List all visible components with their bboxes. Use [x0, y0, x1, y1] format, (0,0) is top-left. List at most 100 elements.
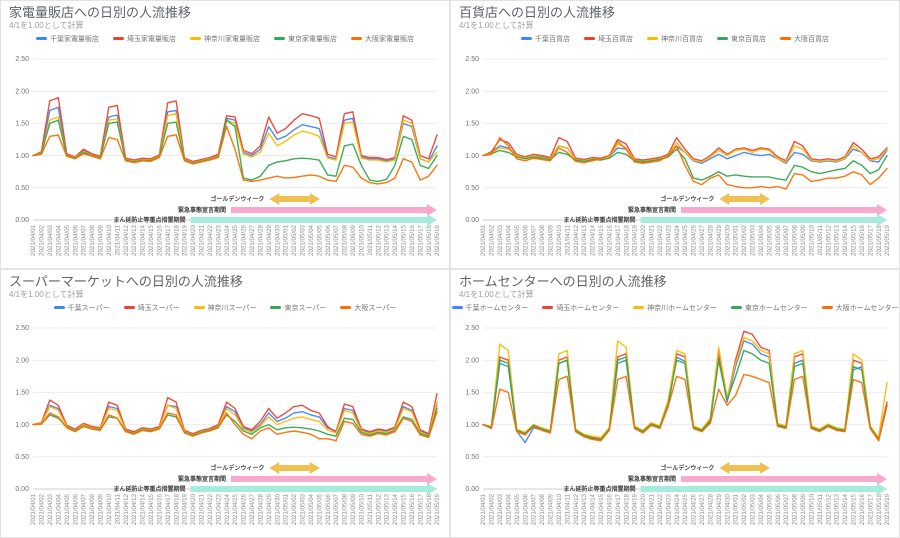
x-axis-label: 2021/04/01	[30, 224, 37, 256]
series-line[interactable]	[482, 336, 888, 438]
x-axis-label: 2021/05/17	[867, 224, 874, 256]
x-axis-label: 2021/04/03	[47, 224, 54, 256]
legend-swatch-icon	[193, 306, 205, 310]
x-axis-label: 2021/04/18	[623, 224, 630, 256]
y-axis-label: 0.00	[465, 217, 479, 224]
arrow-head-right-icon	[759, 192, 770, 205]
legend-item[interactable]: 神奈川スーパー	[193, 303, 256, 313]
x-axis-label: 2021/04/14	[140, 493, 147, 525]
legend-item[interactable]: 埼玉百貨店	[584, 34, 633, 44]
arrow-head-left-icon	[269, 461, 280, 474]
legend-item[interactable]: 埼玉家電量販店	[113, 34, 176, 44]
x-axis-label: 2021/05/08	[342, 493, 349, 525]
x-axis-label: 2021/04/06	[72, 493, 79, 525]
legend-label: 神奈川百貨店	[661, 35, 703, 43]
legend-item[interactable]: 大阪ホームセンター	[821, 303, 899, 313]
x-axis-label: 2021/05/19	[434, 493, 441, 525]
x-axis-label: 2021/04/16	[606, 224, 613, 256]
x-axis-label: 2021/05/13	[384, 224, 391, 256]
arrow-head-right-icon	[759, 461, 770, 474]
x-axis-label: 2021/04/24	[674, 493, 681, 525]
legend-item[interactable]: 埼玉ホームセンター	[542, 303, 619, 313]
x-axis-label: 2021/05/07	[333, 493, 340, 525]
legend-item[interactable]: 東京ホームセンター	[730, 303, 808, 313]
x-axis-label: 2021/04/26	[691, 224, 698, 256]
chart-subtitle: 4/1を1.00として計算	[9, 20, 84, 30]
legend-item[interactable]: 千葉ホームセンター	[451, 303, 528, 313]
x-axis-label: 2021/04/01	[480, 224, 487, 256]
x-axis-label: 2021/04/06	[72, 224, 79, 256]
x-axis-label: 2021/05/07	[783, 493, 790, 525]
legend-item[interactable]: 大阪スーパー	[340, 303, 396, 313]
legend-item[interactable]: 東京スーパー	[270, 303, 326, 313]
legend-item[interactable]: 神奈川ホームセンター	[633, 303, 717, 313]
x-axis-label: 2021/05/17	[417, 493, 424, 525]
arrow-head-right-icon	[877, 203, 887, 216]
x-axis-label: 2021/04/12	[123, 224, 130, 256]
legend-item[interactable]: 東京百貨店	[717, 34, 766, 44]
x-axis-label: 2021/05/03	[750, 224, 757, 256]
chart-legend: 千葉スーパー 埼玉スーパー 神奈川スーパー 東京スーパー 大阪スーパー	[9, 303, 441, 313]
x-axis-label: 2021/05/19	[884, 493, 891, 525]
period-arrow-bar	[680, 475, 877, 482]
x-axis-label: 2021/05/19	[434, 224, 441, 256]
x-axis-label: 2021/04/19	[632, 224, 639, 256]
x-axis-label: 2021/05/13	[384, 493, 391, 525]
x-axis-label: 2021/05/03	[300, 224, 307, 256]
series-line[interactable]	[482, 148, 888, 181]
legend-item[interactable]: 千葉百貨店	[521, 34, 570, 44]
legend-swatch-icon	[633, 306, 645, 310]
y-axis-label: 1.00	[465, 422, 479, 429]
x-axis-label: 2021/04/08	[539, 224, 546, 256]
legend-item[interactable]: 神奈川百貨店	[647, 34, 703, 44]
x-axis-label: 2021/04/08	[539, 493, 546, 525]
legend-item[interactable]: 埼玉スーパー	[123, 303, 180, 313]
legend-item[interactable]: 大阪家電量販店	[351, 34, 414, 44]
legend-label: 埼玉百貨店	[598, 35, 633, 43]
x-axis-label: 2021/04/17	[165, 493, 172, 525]
x-axis-label: 2021/04/16	[606, 493, 613, 525]
series-line[interactable]	[482, 330, 888, 440]
arrow-head-right-icon	[427, 203, 437, 216]
chart-panel-electronics-retailers: 家電量販店への日別の人流推移 4/1を1.00として計算 千葉家電量販店 埼玉家電…	[0, 0, 450, 269]
legend-item[interactable]: 神奈川家電量販店	[190, 34, 260, 44]
legend-item[interactable]: 千葉スーパー	[53, 303, 110, 313]
legend-swatch-icon	[584, 37, 595, 41]
x-axis-label: 2021/05/13	[834, 493, 841, 525]
series-line[interactable]	[32, 125, 438, 185]
x-axis-label: 2021/05/16	[409, 493, 416, 525]
legend-item[interactable]: 東京家電量販店	[274, 34, 337, 44]
legend-label: 大阪家電量販店	[365, 35, 414, 43]
legend-item[interactable]: 大阪百貨店	[780, 34, 829, 44]
legend-item[interactable]: 千葉家電量販店	[36, 34, 99, 44]
x-axis-label: 2021/05/10	[358, 224, 365, 256]
x-axis-label: 2021/05/09	[350, 493, 357, 525]
legend-label: 東京百貨店	[731, 35, 766, 43]
x-axis-label: 2021/04/18	[623, 493, 630, 525]
arrow-head-right-icon	[427, 472, 437, 485]
x-axis-label: 2021/04/07	[531, 224, 538, 256]
legend-label: 千葉百貨店	[535, 35, 570, 43]
series-line[interactable]	[482, 136, 888, 162]
x-axis-label: 2021/04/01	[30, 493, 37, 525]
x-axis-label: 2021/04/23	[665, 224, 672, 256]
series-line[interactable]	[482, 373, 888, 442]
x-axis-label: 2021/04/19	[182, 224, 189, 256]
x-axis-label: 2021/05/04	[308, 224, 315, 256]
x-axis-label: 2021/04/30	[274, 224, 281, 256]
series-line[interactable]	[482, 136, 888, 190]
x-axis-label: 2021/04/25	[232, 493, 239, 525]
x-axis-label: 2021/04/26	[241, 493, 248, 525]
x-axis-label: 2021/04/15	[598, 493, 605, 525]
series-line[interactable]	[482, 349, 888, 440]
x-axis-label: 2021/04/12	[573, 224, 580, 256]
x-axis-label: 2021/04/14	[590, 224, 597, 256]
x-axis-label: 2021/05/04	[758, 493, 765, 525]
chart-panel-supermarkets: スーパーマーケットへの日別の人流推移 4/1を1.00として計算 千葉スーパー 埼…	[0, 269, 450, 538]
series-line[interactable]	[32, 410, 438, 442]
